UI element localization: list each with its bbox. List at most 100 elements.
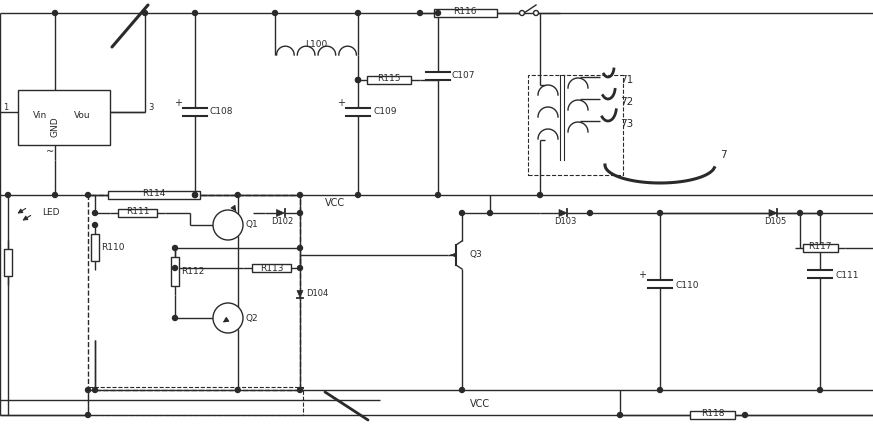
Bar [118,209,157,217]
Circle shape [743,412,747,418]
Circle shape [86,193,91,198]
Circle shape [538,193,542,198]
Circle shape [436,193,441,198]
Circle shape [355,78,361,82]
Polygon shape [297,290,303,297]
Circle shape [519,10,525,16]
Text: R113: R113 [260,264,283,273]
Circle shape [298,266,303,270]
Text: Q1: Q1 [246,221,258,229]
Text: C108: C108 [210,108,233,116]
Text: +: + [337,98,345,108]
Text: 71: 71 [620,75,633,85]
Bar [171,257,179,286]
Circle shape [617,412,622,418]
Text: 73: 73 [620,119,633,129]
Circle shape [459,388,464,392]
Circle shape [657,211,663,215]
Text: R108: R108 [0,258,2,267]
Text: VCC: VCC [325,198,345,208]
Text: +: + [174,98,182,108]
Text: LED: LED [42,208,59,218]
Circle shape [93,211,98,215]
Text: Q2: Q2 [246,313,258,323]
Circle shape [142,10,148,16]
Text: R112: R112 [181,267,204,276]
Text: R110: R110 [101,243,125,252]
Text: 1: 1 [3,103,8,112]
Text: R117: R117 [808,242,832,251]
Text: D102: D102 [272,217,293,226]
Circle shape [487,211,492,215]
Circle shape [5,193,10,198]
Circle shape [817,388,822,392]
Circle shape [235,388,240,392]
Bar [251,264,292,272]
Circle shape [213,210,243,240]
Text: Vin: Vin [33,110,47,119]
Bar [91,234,99,261]
Circle shape [355,10,361,16]
Circle shape [459,211,464,215]
Circle shape [93,388,98,392]
Circle shape [173,316,177,320]
Text: R114: R114 [142,189,166,198]
Bar [88,195,300,390]
Text: R116: R116 [453,7,477,16]
Polygon shape [769,210,777,217]
Text: C107: C107 [452,71,476,79]
Text: 3: 3 [148,103,154,112]
Circle shape [193,193,197,198]
Circle shape [86,412,91,418]
Text: 72: 72 [620,97,633,107]
Circle shape [355,78,361,82]
Text: L100: L100 [306,41,327,50]
Bar [528,75,623,175]
Text: R111: R111 [126,207,149,216]
Text: GND: GND [51,117,59,137]
Bar [434,9,497,17]
Bar [18,90,110,145]
Bar [88,387,303,415]
Bar [368,76,410,84]
Circle shape [193,193,197,198]
Text: C109: C109 [373,108,396,116]
Polygon shape [277,210,285,217]
Bar [4,249,12,276]
Text: +: + [638,270,646,280]
Bar [690,411,735,419]
Text: R118: R118 [701,409,725,418]
Text: R115: R115 [377,74,401,83]
Text: Vou: Vou [73,110,90,119]
Circle shape [657,388,663,392]
Circle shape [298,193,303,198]
Text: D104: D104 [306,290,328,299]
Circle shape [298,388,303,392]
Circle shape [533,10,539,16]
Circle shape [173,266,177,270]
Text: D103: D103 [553,217,576,226]
Circle shape [798,211,802,215]
Circle shape [193,10,197,16]
Text: 7: 7 [720,150,726,160]
Polygon shape [559,210,567,217]
Bar [802,244,837,252]
Circle shape [817,211,822,215]
Circle shape [173,245,177,251]
Circle shape [588,211,593,215]
Circle shape [436,10,441,16]
Text: C111: C111 [835,270,858,279]
Bar [107,191,200,199]
Text: D105: D105 [764,217,786,226]
Circle shape [93,222,98,228]
Circle shape [52,193,58,198]
Text: ~: ~ [46,147,54,157]
Circle shape [52,10,58,16]
Text: Q3: Q3 [470,251,483,259]
Text: VCC: VCC [470,399,490,409]
Circle shape [235,193,240,198]
Text: C110: C110 [675,280,698,290]
Circle shape [417,10,423,16]
Circle shape [86,388,91,392]
Circle shape [213,303,243,333]
